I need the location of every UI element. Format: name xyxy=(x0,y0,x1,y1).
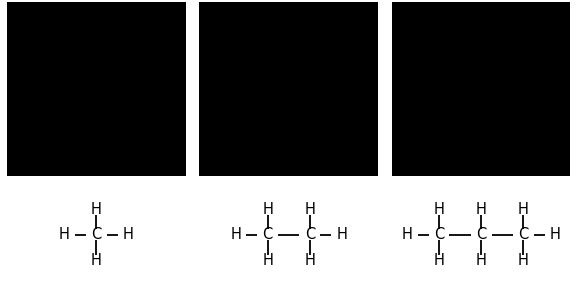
Text: H: H xyxy=(305,253,315,268)
Text: C: C xyxy=(434,227,444,242)
Text: C: C xyxy=(91,227,101,242)
Text: H: H xyxy=(262,253,273,268)
Text: C: C xyxy=(262,227,273,242)
Text: H: H xyxy=(305,202,315,217)
Text: H: H xyxy=(434,253,444,268)
Text: H: H xyxy=(476,253,487,268)
Text: H: H xyxy=(336,227,347,242)
Text: C: C xyxy=(476,227,486,242)
Text: H: H xyxy=(434,202,444,217)
Text: H: H xyxy=(123,227,134,242)
Text: C: C xyxy=(305,227,315,242)
Text: C: C xyxy=(518,227,528,242)
Bar xyxy=(392,2,570,176)
Text: H: H xyxy=(231,227,241,242)
Bar xyxy=(7,2,186,176)
Text: H: H xyxy=(59,227,70,242)
Text: H: H xyxy=(550,227,561,242)
Text: H: H xyxy=(91,202,102,217)
Text: H: H xyxy=(476,202,487,217)
Text: H: H xyxy=(91,253,102,268)
Text: H: H xyxy=(402,227,413,242)
Text: H: H xyxy=(518,202,529,217)
Text: H: H xyxy=(518,253,529,268)
Text: H: H xyxy=(262,202,273,217)
Bar xyxy=(199,2,378,176)
